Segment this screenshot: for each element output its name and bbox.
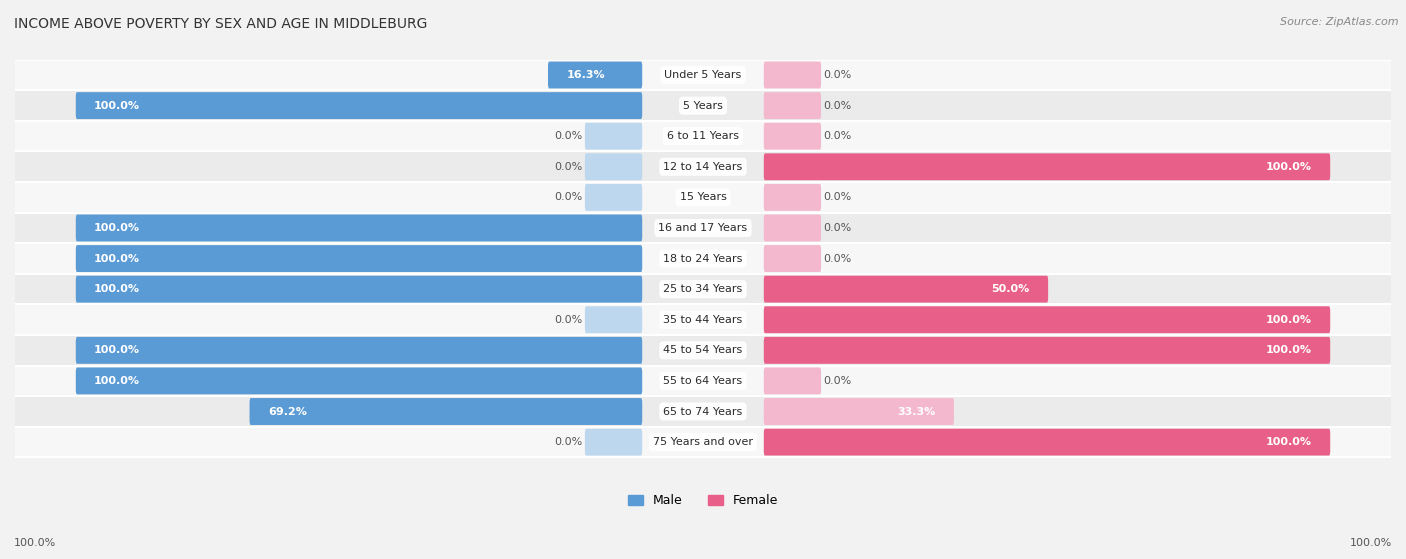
Text: 100.0%: 100.0% bbox=[1265, 437, 1312, 447]
FancyBboxPatch shape bbox=[763, 337, 1330, 364]
Bar bbox=[15, 396, 1391, 427]
Text: 75 Years and over: 75 Years and over bbox=[652, 437, 754, 447]
FancyBboxPatch shape bbox=[763, 215, 821, 241]
FancyBboxPatch shape bbox=[76, 276, 643, 302]
Text: 0.0%: 0.0% bbox=[824, 223, 852, 233]
Text: 0.0%: 0.0% bbox=[554, 131, 582, 141]
FancyBboxPatch shape bbox=[76, 337, 643, 364]
FancyBboxPatch shape bbox=[585, 184, 643, 211]
Text: 25 to 34 Years: 25 to 34 Years bbox=[664, 284, 742, 294]
FancyBboxPatch shape bbox=[76, 92, 643, 119]
Bar bbox=[15, 182, 1391, 212]
FancyBboxPatch shape bbox=[763, 398, 953, 425]
FancyBboxPatch shape bbox=[76, 215, 643, 241]
Text: 0.0%: 0.0% bbox=[824, 101, 852, 111]
FancyBboxPatch shape bbox=[763, 61, 821, 88]
Text: 100.0%: 100.0% bbox=[1265, 162, 1312, 172]
FancyBboxPatch shape bbox=[585, 153, 643, 180]
Text: 0.0%: 0.0% bbox=[554, 437, 582, 447]
Text: 100.0%: 100.0% bbox=[94, 254, 141, 263]
Text: 45 to 54 Years: 45 to 54 Years bbox=[664, 345, 742, 356]
Bar bbox=[15, 427, 1391, 457]
Text: 5 Years: 5 Years bbox=[683, 101, 723, 111]
Bar bbox=[15, 121, 1391, 151]
FancyBboxPatch shape bbox=[76, 367, 643, 395]
Text: 6 to 11 Years: 6 to 11 Years bbox=[666, 131, 740, 141]
FancyBboxPatch shape bbox=[585, 306, 643, 333]
Text: 35 to 44 Years: 35 to 44 Years bbox=[664, 315, 742, 325]
Text: 0.0%: 0.0% bbox=[554, 162, 582, 172]
Text: 100.0%: 100.0% bbox=[1265, 315, 1312, 325]
Text: 0.0%: 0.0% bbox=[824, 192, 852, 202]
Bar bbox=[15, 335, 1391, 366]
Text: 100.0%: 100.0% bbox=[1265, 345, 1312, 356]
Bar bbox=[15, 305, 1391, 335]
FancyBboxPatch shape bbox=[763, 153, 1330, 180]
FancyBboxPatch shape bbox=[585, 123, 643, 150]
Bar bbox=[15, 212, 1391, 243]
Bar bbox=[15, 274, 1391, 305]
Text: 0.0%: 0.0% bbox=[554, 192, 582, 202]
Text: 65 to 74 Years: 65 to 74 Years bbox=[664, 406, 742, 416]
FancyBboxPatch shape bbox=[763, 184, 821, 211]
Text: 100.0%: 100.0% bbox=[14, 538, 56, 548]
Bar bbox=[15, 91, 1391, 121]
Text: 50.0%: 50.0% bbox=[991, 284, 1029, 294]
FancyBboxPatch shape bbox=[763, 245, 821, 272]
Bar bbox=[15, 366, 1391, 396]
Text: 55 to 64 Years: 55 to 64 Years bbox=[664, 376, 742, 386]
FancyBboxPatch shape bbox=[763, 123, 821, 150]
Bar bbox=[15, 243, 1391, 274]
Text: 100.0%: 100.0% bbox=[94, 284, 141, 294]
Text: 0.0%: 0.0% bbox=[554, 315, 582, 325]
Text: 12 to 14 Years: 12 to 14 Years bbox=[664, 162, 742, 172]
Text: 33.3%: 33.3% bbox=[897, 406, 935, 416]
Text: 100.0%: 100.0% bbox=[94, 345, 141, 356]
Bar bbox=[15, 151, 1391, 182]
Text: 0.0%: 0.0% bbox=[824, 70, 852, 80]
Text: 0.0%: 0.0% bbox=[824, 131, 852, 141]
FancyBboxPatch shape bbox=[585, 429, 643, 456]
FancyBboxPatch shape bbox=[763, 276, 1047, 302]
FancyBboxPatch shape bbox=[249, 398, 643, 425]
Text: 100.0%: 100.0% bbox=[94, 223, 141, 233]
FancyBboxPatch shape bbox=[548, 61, 643, 88]
Text: 18 to 24 Years: 18 to 24 Years bbox=[664, 254, 742, 263]
Text: Under 5 Years: Under 5 Years bbox=[665, 70, 741, 80]
Text: 100.0%: 100.0% bbox=[94, 376, 141, 386]
Text: 16 and 17 Years: 16 and 17 Years bbox=[658, 223, 748, 233]
Text: Source: ZipAtlas.com: Source: ZipAtlas.com bbox=[1281, 17, 1399, 27]
Text: 16.3%: 16.3% bbox=[567, 70, 605, 80]
Text: 100.0%: 100.0% bbox=[94, 101, 141, 111]
Text: 100.0%: 100.0% bbox=[1350, 538, 1392, 548]
Legend: Male, Female: Male, Female bbox=[628, 495, 778, 508]
FancyBboxPatch shape bbox=[763, 92, 821, 119]
Text: 15 Years: 15 Years bbox=[679, 192, 727, 202]
Text: 0.0%: 0.0% bbox=[824, 254, 852, 263]
FancyBboxPatch shape bbox=[76, 245, 643, 272]
Text: INCOME ABOVE POVERTY BY SEX AND AGE IN MIDDLEBURG: INCOME ABOVE POVERTY BY SEX AND AGE IN M… bbox=[14, 17, 427, 31]
FancyBboxPatch shape bbox=[763, 306, 1330, 333]
FancyBboxPatch shape bbox=[763, 429, 1330, 456]
Text: 0.0%: 0.0% bbox=[824, 376, 852, 386]
FancyBboxPatch shape bbox=[763, 367, 821, 395]
Text: 69.2%: 69.2% bbox=[269, 406, 307, 416]
Bar bbox=[15, 60, 1391, 91]
